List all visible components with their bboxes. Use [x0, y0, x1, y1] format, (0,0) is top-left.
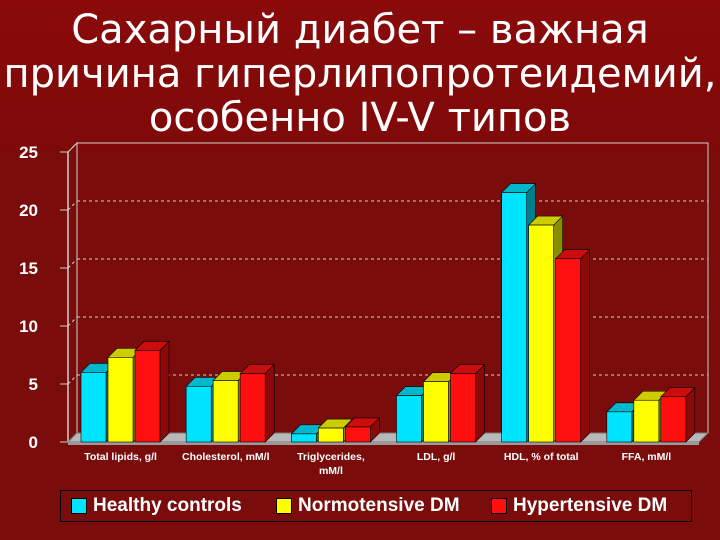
bar-0-1: [107, 357, 134, 443]
bar-2-1: [318, 427, 344, 443]
x-tick-label: FFA, mM/l: [622, 451, 672, 463]
bar-3-2: [450, 373, 476, 443]
title-box: Сахарный диабет – важная причина гиперли…: [0, 0, 720, 150]
bar-side-1-2: [264, 363, 275, 443]
bar-side-4-2: [580, 248, 590, 443]
gridline-diag: [67, 374, 78, 385]
y-tick-label: 0: [29, 433, 38, 452]
bar-1-1: [212, 380, 239, 443]
gridline-diag: [67, 200, 78, 211]
x-tick-label: Triglycerides,: [297, 451, 365, 463]
bar-4-0: [501, 192, 527, 443]
bar-3-0: [396, 395, 422, 443]
bar-3-1: [423, 381, 449, 443]
x-tick-label: Cholesterol, mM/l: [182, 451, 270, 463]
bar-side-5-2: [685, 387, 696, 443]
bar-2-0: [291, 433, 317, 443]
x-tick-label: LDL, g/l: [417, 451, 456, 463]
legend-item-hypertensive: Hypertensive DM: [491, 491, 667, 521]
chart-legend: Healthy controls Normotensive DM Hyperte…: [60, 490, 692, 522]
gridline-diag: [67, 142, 78, 153]
bar-0-0: [80, 372, 107, 443]
title-line-2: причина гиперлипопротеидемий,: [3, 51, 717, 97]
gridline-diag: [67, 258, 78, 269]
plot-back-wall: [76, 142, 709, 434]
legend-label-hypertensive: Hypertensive DM: [513, 495, 668, 516]
title-line-3: особенно IV-V типов: [148, 95, 572, 141]
bar-side-0-2: [159, 340, 170, 443]
legend-swatch-healthy: [71, 498, 87, 514]
bar-1-0: [185, 386, 212, 443]
title-line-1: Сахарный диабет – важная: [71, 7, 649, 53]
legend-item-healthy: Healthy controls: [71, 491, 242, 521]
y-tick-label: 5: [29, 375, 38, 394]
legend-swatch-hypertensive: [491, 498, 507, 514]
legend-label-healthy: Healthy controls: [93, 495, 242, 516]
x-tick-label: Total lipids, g/l: [84, 451, 157, 463]
bar-4-2: [555, 258, 581, 443]
legend-label-normotensive: Normotensive DM: [298, 495, 460, 516]
y-tick-label: 25: [19, 143, 38, 162]
bar-side-3-2: [475, 363, 485, 443]
x-tick-label: HDL, % of total: [504, 451, 579, 463]
y-tick-label: 10: [19, 317, 38, 336]
bar-4-1: [528, 224, 554, 443]
plot-left-wall: [67, 141, 78, 444]
bar-1-2: [239, 373, 266, 443]
legend-item-normotensive: Normotensive DM: [276, 491, 460, 521]
bar-5-1: [633, 399, 660, 443]
bar-2-2: [345, 426, 371, 443]
legend-swatch-normotensive: [276, 498, 292, 514]
y-tick-label: 20: [19, 201, 38, 220]
gridline-diag: [67, 316, 78, 327]
bar-0-2: [134, 350, 161, 443]
plot-floor-front: [68, 442, 699, 445]
bar-5-0: [606, 411, 633, 443]
y-tick-label: 15: [19, 259, 38, 278]
x-tick-label: mM/l: [319, 465, 343, 477]
bar-5-2: [660, 396, 687, 443]
